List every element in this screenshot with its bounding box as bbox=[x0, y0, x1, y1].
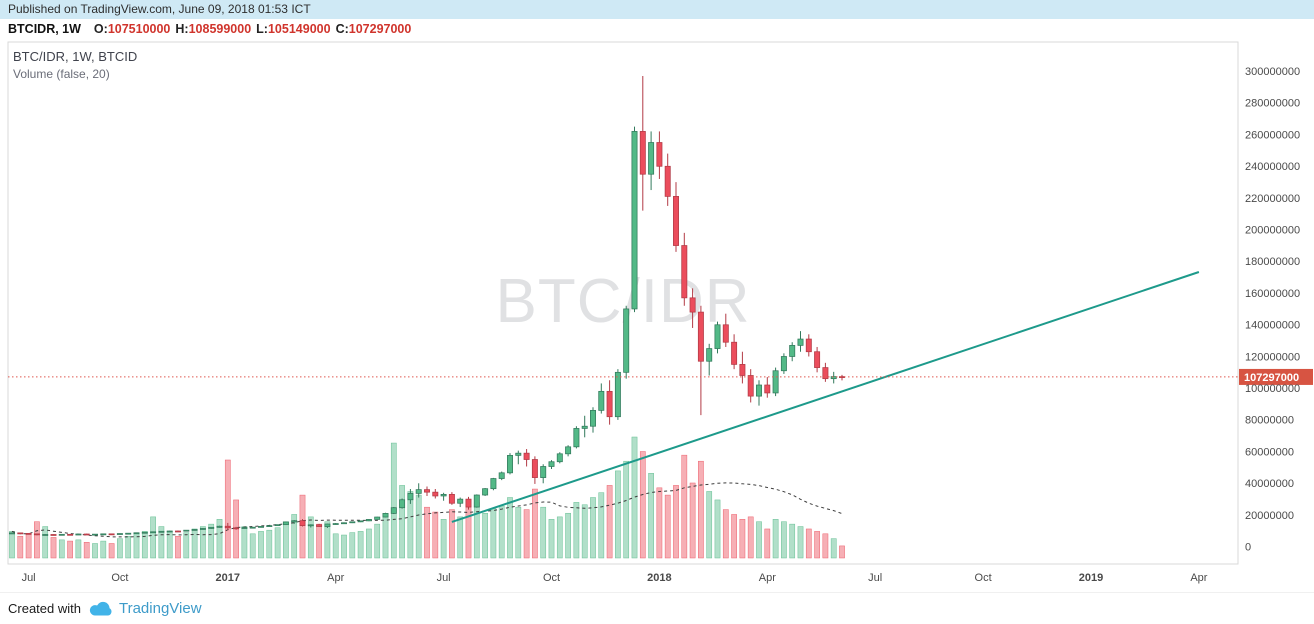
svg-text:2019: 2019 bbox=[1079, 572, 1103, 584]
svg-text:100000000: 100000000 bbox=[1245, 383, 1300, 395]
svg-text:107297000: 107297000 bbox=[1244, 372, 1299, 384]
svg-text:280000000: 280000000 bbox=[1245, 98, 1300, 110]
svg-text:20000000: 20000000 bbox=[1245, 510, 1294, 522]
candles-layer bbox=[9, 75, 845, 536]
volume-layer bbox=[9, 436, 845, 559]
svg-text:60000000: 60000000 bbox=[1245, 446, 1294, 458]
svg-text:200000000: 200000000 bbox=[1245, 225, 1300, 237]
trend-line[interactable] bbox=[451, 271, 1200, 523]
legend-symbol[interactable]: BTC/IDR, 1W, BTCID bbox=[13, 49, 138, 64]
svg-text:240000000: 240000000 bbox=[1245, 161, 1300, 173]
svg-text:Oct: Oct bbox=[975, 572, 992, 584]
close-label: C: bbox=[335, 22, 349, 36]
chart-area[interactable]: BTC/IDR 107297000 300000000 280000000 26000… bbox=[0, 40, 1314, 592]
tradingview-logo-icon[interactable] bbox=[88, 601, 112, 616]
svg-text:260000000: 260000000 bbox=[1245, 129, 1300, 141]
svg-text:300000000: 300000000 bbox=[1245, 66, 1300, 78]
symbol-interval: BTCIDR, 1W bbox=[8, 22, 81, 36]
published-text: Published on TradingView.com, June 09, 2… bbox=[8, 2, 311, 16]
svg-text:Apr: Apr bbox=[1190, 572, 1207, 584]
chart-legend: BTC/IDR, 1W, BTCID Volume (false, 20) bbox=[13, 49, 137, 81]
chart-canvas[interactable]: 107297000 300000000 280000000 260000000 2400… bbox=[0, 40, 1314, 592]
volume-ma-line bbox=[11, 482, 843, 538]
current-price-label: 107297000 bbox=[1239, 368, 1313, 385]
plot-border bbox=[7, 41, 1239, 565]
svg-text:220000000: 220000000 bbox=[1245, 193, 1300, 205]
svg-text:2018: 2018 bbox=[647, 572, 671, 584]
svg-text:40000000: 40000000 bbox=[1245, 478, 1294, 490]
footer-bar: Created with TradingView bbox=[0, 592, 1314, 624]
svg-text:160000000: 160000000 bbox=[1245, 288, 1300, 300]
time-axis[interactable]: Jul Oct 2017 Apr Jul Oct 2018 Apr Jul Oct 2019 Apr bbox=[22, 572, 1208, 584]
legend-volume-indicator[interactable]: Volume (false, 20) bbox=[13, 67, 110, 81]
svg-text:0: 0 bbox=[1245, 542, 1251, 554]
svg-text:Oct: Oct bbox=[111, 572, 128, 584]
svg-text:Apr: Apr bbox=[327, 572, 344, 584]
symbol-ohlc-bar: BTCIDR, 1W O:107510000 H:108599000 L:105149… bbox=[0, 19, 1314, 40]
svg-text:80000000: 80000000 bbox=[1245, 415, 1294, 427]
created-with-text: Created with bbox=[8, 601, 81, 616]
published-bar: Published on TradingView.com, June 09, 2… bbox=[0, 0, 1314, 19]
svg-text:180000000: 180000000 bbox=[1245, 256, 1300, 268]
svg-text:140000000: 140000000 bbox=[1245, 320, 1300, 332]
svg-text:Jul: Jul bbox=[868, 572, 882, 584]
watermark: BTC/IDR bbox=[495, 267, 751, 336]
open-value: 107510000 bbox=[107, 22, 171, 36]
close-value: 107297000 bbox=[348, 22, 412, 36]
svg-text:Apr: Apr bbox=[759, 572, 776, 584]
tradingview-link[interactable]: TradingView bbox=[118, 600, 202, 617]
svg-text:Oct: Oct bbox=[543, 572, 560, 584]
svg-text:2017: 2017 bbox=[216, 572, 240, 584]
svg-text:120000000: 120000000 bbox=[1245, 351, 1300, 363]
low-label: L: bbox=[256, 22, 268, 36]
low-value: 105149000 bbox=[267, 22, 331, 36]
open-label: O: bbox=[93, 22, 108, 36]
price-axis[interactable]: 300000000 280000000 260000000 240000000 2200… bbox=[1245, 66, 1300, 554]
svg-text:Jul: Jul bbox=[437, 572, 451, 584]
svg-text:Jul: Jul bbox=[22, 572, 36, 584]
high-label: H: bbox=[175, 22, 189, 36]
high-value: 108599000 bbox=[188, 22, 252, 36]
